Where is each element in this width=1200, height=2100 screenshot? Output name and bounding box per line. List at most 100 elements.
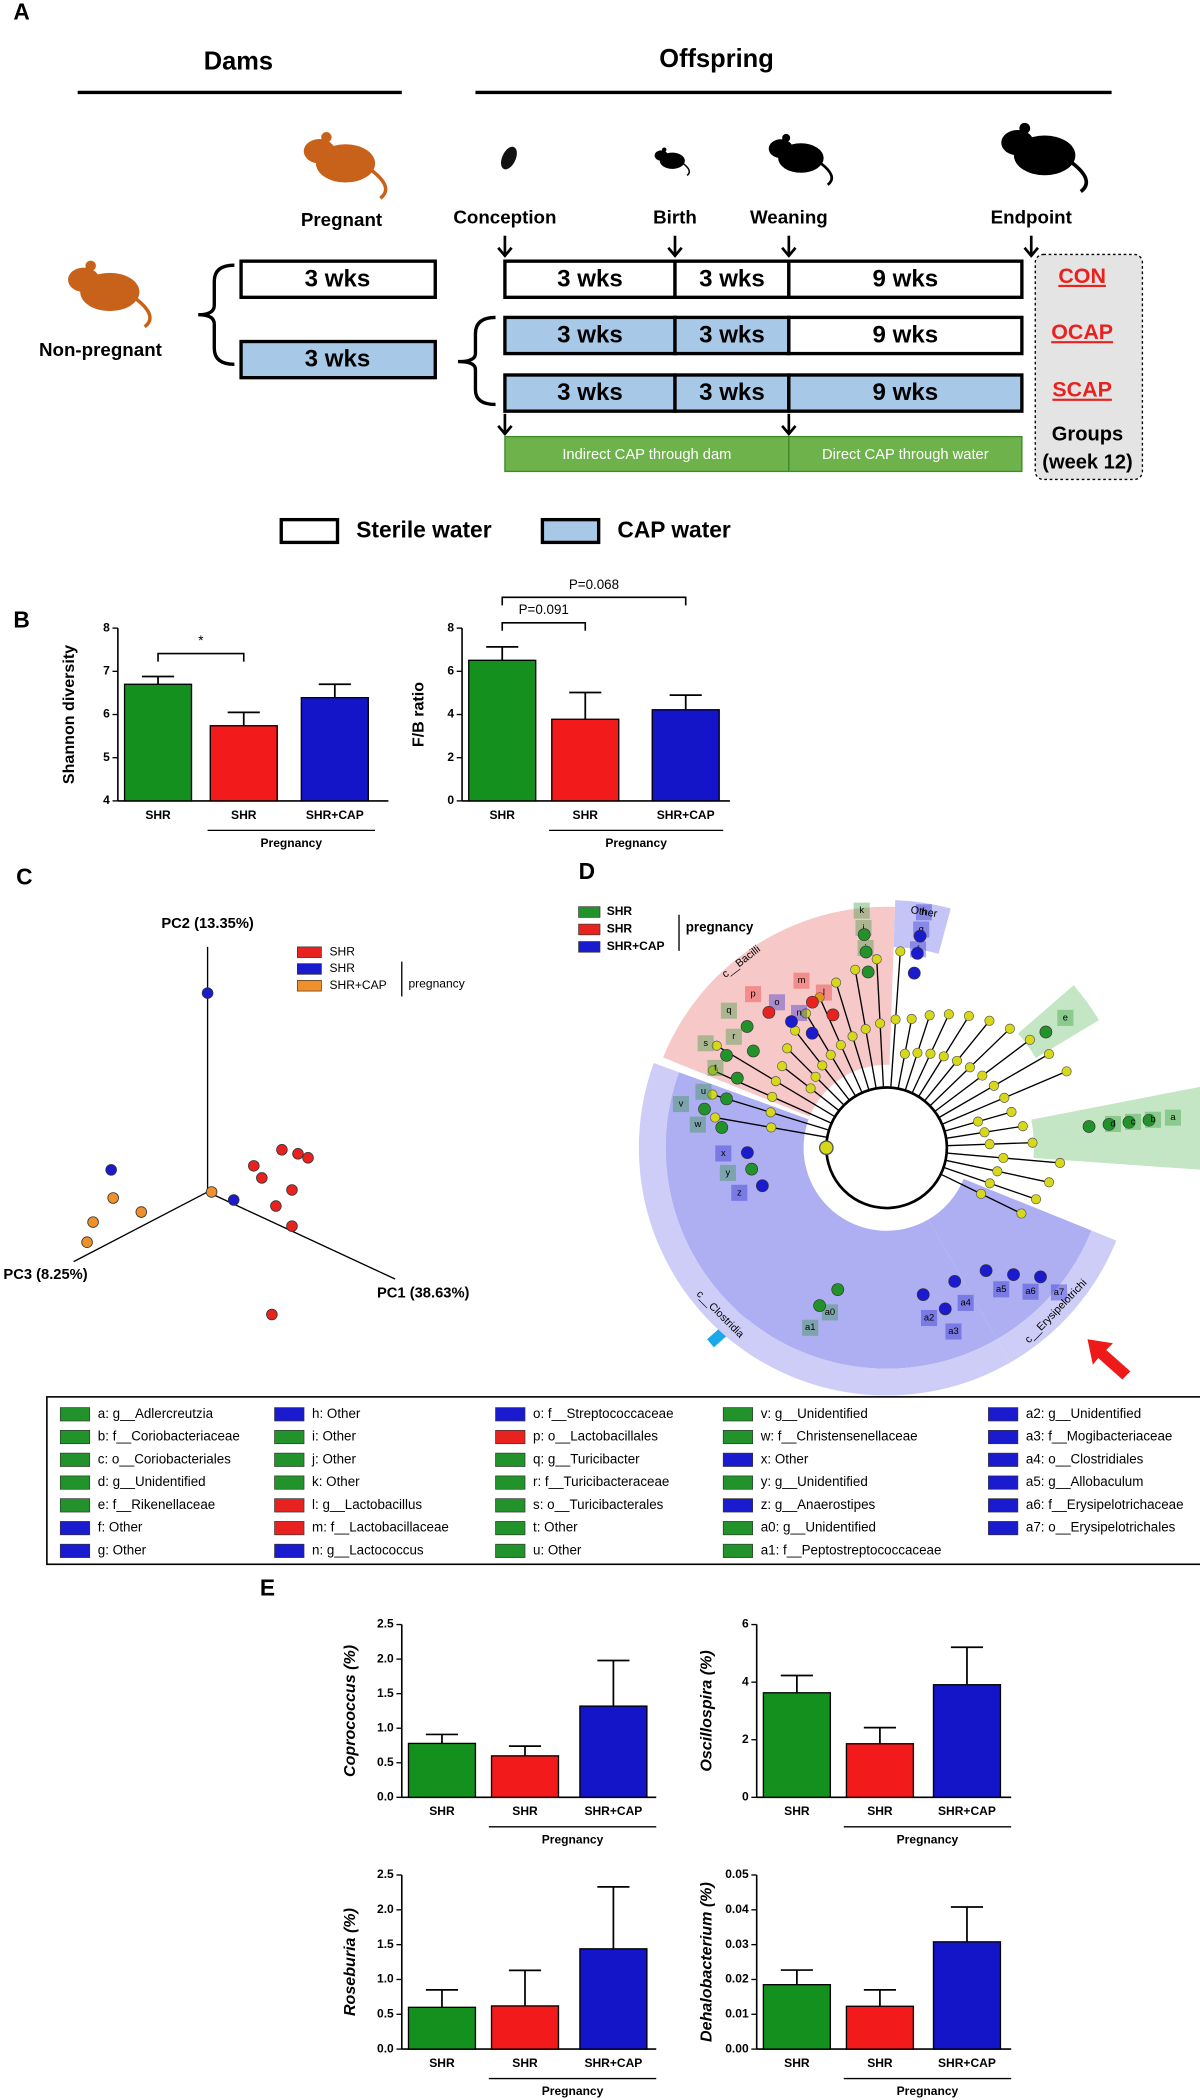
groups-title: Groups [1052,424,1123,446]
bar [123,683,193,802]
legend-table [46,1396,1200,1566]
legend-label: SHR [607,922,633,936]
clade-node [850,964,861,975]
bar [490,1755,560,1798]
y-axis-title: Oscillospira (%) [697,1650,715,1771]
rat-icon [768,139,793,159]
y-tick-label: 2.0 [377,1651,394,1665]
table-entry: z: g__Anaerostipes [761,1497,876,1512]
point [302,1152,314,1164]
point [286,1220,298,1232]
rat-icon [303,139,336,164]
groups-title: (week 12) [1042,452,1132,474]
clade-box [1057,1009,1074,1026]
bar [845,1743,915,1798]
x-tick-label: SHR+CAP [657,808,715,822]
legend-swatch [296,980,322,992]
period-label: 3 wks [699,265,765,292]
clade-node [847,1031,858,1042]
clade-node [707,1089,718,1100]
clade-node [857,928,871,942]
legend-swatch [296,963,322,975]
clade-node [720,1092,733,1106]
offspring-period [787,259,1024,299]
clade-box [815,984,832,1001]
clade-node [1027,1137,1038,1148]
group-label: Pregnancy [542,1832,604,1846]
clade-letter: o [774,997,779,1007]
bar [932,1941,1002,2050]
table-swatch [59,1430,91,1445]
rat-icon [1001,130,1034,156]
rat-icon [85,260,96,272]
table-entry: a0: g__Unidentified [761,1520,876,1535]
clade-box [945,1323,962,1340]
dams-title: Dams [204,48,273,76]
table-swatch [495,1521,526,1536]
clade-node [1043,1048,1055,1060]
clade-box [672,1096,689,1113]
table-entry: c: o__Coriobacteriales [98,1451,231,1466]
table-swatch [722,1521,754,1536]
y-tick-label: 6 [447,664,454,678]
clade-letter: g [919,924,924,934]
y-tick-label: 6 [742,1617,749,1631]
table-swatch [722,1430,754,1445]
table-entry: d: g__Unidentified [98,1474,206,1489]
bar [300,696,369,802]
bar [407,1742,477,1798]
table-swatch [59,1498,91,1513]
table-swatch [495,1452,526,1467]
legend-label: SHR [329,961,355,975]
table-entry: j: Other [311,1451,356,1466]
x-tick-label: SHR [429,2056,455,2070]
table-entry: v: g__Unidentified [761,1406,868,1421]
pregnant-label: Pregnant [301,209,383,230]
significance-label: P=0.068 [569,577,619,592]
clade-box [1105,1115,1122,1133]
table-swatch [274,1521,305,1536]
clade-node [825,1049,836,1060]
clade-node [979,1127,990,1138]
clade-node [782,1043,793,1054]
table-swatch [495,1430,526,1445]
clade-letter: z [737,1187,742,1197]
clade-node [810,1071,821,1082]
bar [468,659,537,802]
table-swatch [495,1498,526,1513]
clade-node [875,1018,886,1029]
clade-node [906,1013,917,1024]
table-swatch [495,1475,526,1490]
table-entry: a7: o__Erysipelotrichales [1026,1520,1176,1535]
exposure-label: Indirect CAP through dam [562,447,731,463]
table-entry: p: o__Lactobacillales [533,1429,658,1444]
clade-box [725,1028,742,1045]
clade-letter: a5 [996,1284,1006,1294]
point [248,1160,260,1172]
y-tick-label: 0.0 [377,1790,394,1804]
significance-bracket [501,596,687,606]
clade-node [999,1092,1010,1103]
x-tick-label: SHR+CAP [938,2056,996,2070]
rat-icon [654,150,668,161]
clade-node [805,1026,819,1040]
clade-sector [1018,985,1099,1059]
exposure-label: Direct CAP through water [822,447,989,463]
clade-letter: e [1063,1012,1068,1022]
y-tick-label: 8 [103,620,110,634]
clade-node [984,1178,995,1189]
clade-letter: m [798,975,806,985]
y-tick-label: 1.0 [377,1720,394,1734]
table-swatch [274,1407,305,1422]
clade-letter: t [714,1062,717,1072]
clade-node [805,1083,816,1094]
clade-letter: c [1131,1116,1136,1126]
clade-node [860,1024,871,1035]
rat-icon [820,162,834,186]
clade-letter: a3 [948,1326,958,1336]
y-tick-label: 4 [447,707,454,721]
point [81,1236,93,1248]
point [205,1186,218,1198]
point [256,1172,268,1184]
panel-label: A [13,0,29,24]
